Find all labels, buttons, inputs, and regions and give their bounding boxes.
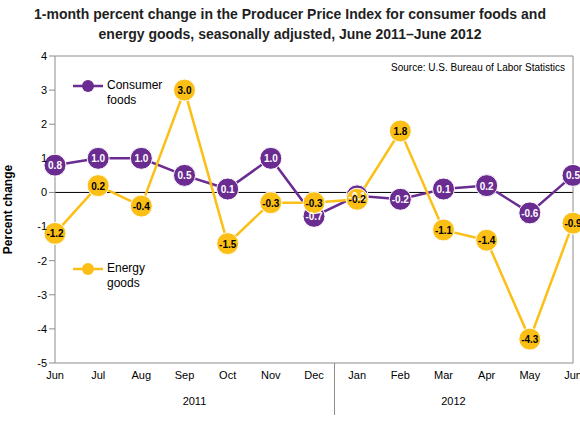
svg-text:1.0: 1.0 bbox=[264, 153, 278, 164]
svg-text:-0.3: -0.3 bbox=[305, 198, 323, 209]
svg-text:-3: -3 bbox=[37, 289, 47, 301]
svg-text:Jun: Jun bbox=[564, 369, 572, 381]
svg-text:Aug: Aug bbox=[132, 369, 152, 381]
svg-text:-0.2: -0.2 bbox=[392, 194, 410, 205]
svg-text:-5: -5 bbox=[37, 357, 47, 369]
svg-text:0.8: 0.8 bbox=[48, 160, 62, 171]
svg-text:Apr: Apr bbox=[478, 369, 495, 381]
svg-text:1.0: 1.0 bbox=[91, 153, 105, 164]
svg-text:-0.3: -0.3 bbox=[262, 198, 280, 209]
svg-text:-0.7: -0.7 bbox=[305, 211, 323, 222]
svg-text:Jun: Jun bbox=[46, 369, 64, 381]
svg-text:0: 0 bbox=[41, 186, 47, 198]
svg-text:-1.1: -1.1 bbox=[435, 225, 453, 236]
svg-text:-4.3: -4.3 bbox=[521, 334, 539, 345]
svg-text:3.0: 3.0 bbox=[178, 85, 192, 96]
svg-text:3: 3 bbox=[41, 84, 47, 96]
svg-text:Feb: Feb bbox=[391, 369, 410, 381]
svg-text:-4: -4 bbox=[37, 323, 47, 335]
html-text:2011: 2011 bbox=[182, 395, 207, 407]
svg-text:-2: -2 bbox=[37, 255, 47, 267]
svg-text:0.1: 0.1 bbox=[437, 184, 451, 195]
svg-text:1.8: 1.8 bbox=[393, 126, 407, 137]
svg-text:2: 2 bbox=[41, 118, 47, 130]
svg-text:Percent change: Percent change bbox=[8, 164, 15, 254]
svg-text:-0.4: -0.4 bbox=[133, 201, 151, 212]
svg-text:0.2: 0.2 bbox=[480, 181, 494, 192]
svg-text:0.5: 0.5 bbox=[178, 170, 192, 181]
html-text:Consumer foods: Consumer foods bbox=[107, 78, 163, 107]
svg-text:Sep: Sep bbox=[175, 369, 195, 381]
html-text:Source: U.S. Bureau of Labor S: Source: U.S. Bureau of Labor Statistics bbox=[391, 62, 565, 73]
html-text:1-month percent change in the: 1-month percent change in the Producer P… bbox=[34, 6, 546, 42]
svg-text:Oct: Oct bbox=[219, 369, 236, 381]
svg-text:Mar: Mar bbox=[434, 369, 453, 381]
svg-text:-0.9: -0.9 bbox=[564, 218, 572, 229]
svg-text:Jul: Jul bbox=[91, 369, 105, 381]
svg-text:-1.4: -1.4 bbox=[478, 235, 496, 246]
svg-text:1: 1 bbox=[41, 152, 47, 164]
svg-text:-1.5: -1.5 bbox=[219, 239, 237, 250]
svg-text:0.1: 0.1 bbox=[221, 184, 235, 195]
svg-text:-1: -1 bbox=[37, 220, 47, 233]
svg-text:May: May bbox=[519, 369, 540, 381]
svg-text:-0.2: -0.2 bbox=[349, 194, 367, 205]
svg-text:0.2: 0.2 bbox=[91, 181, 105, 192]
html-text:2012: 2012 bbox=[441, 395, 466, 407]
svg-text:1.0: 1.0 bbox=[134, 153, 148, 164]
html-text:Energy goods: Energy goods bbox=[107, 261, 145, 290]
svg-text:Jan: Jan bbox=[348, 369, 366, 381]
svg-text:0.5: 0.5 bbox=[566, 170, 572, 181]
svg-text:4: 4 bbox=[41, 50, 47, 62]
svg-text:-0.6: -0.6 bbox=[521, 208, 539, 219]
svg-text:Dec: Dec bbox=[304, 369, 324, 381]
svg-text:-1.2: -1.2 bbox=[46, 228, 64, 239]
svg-text:Nov: Nov bbox=[261, 369, 281, 381]
